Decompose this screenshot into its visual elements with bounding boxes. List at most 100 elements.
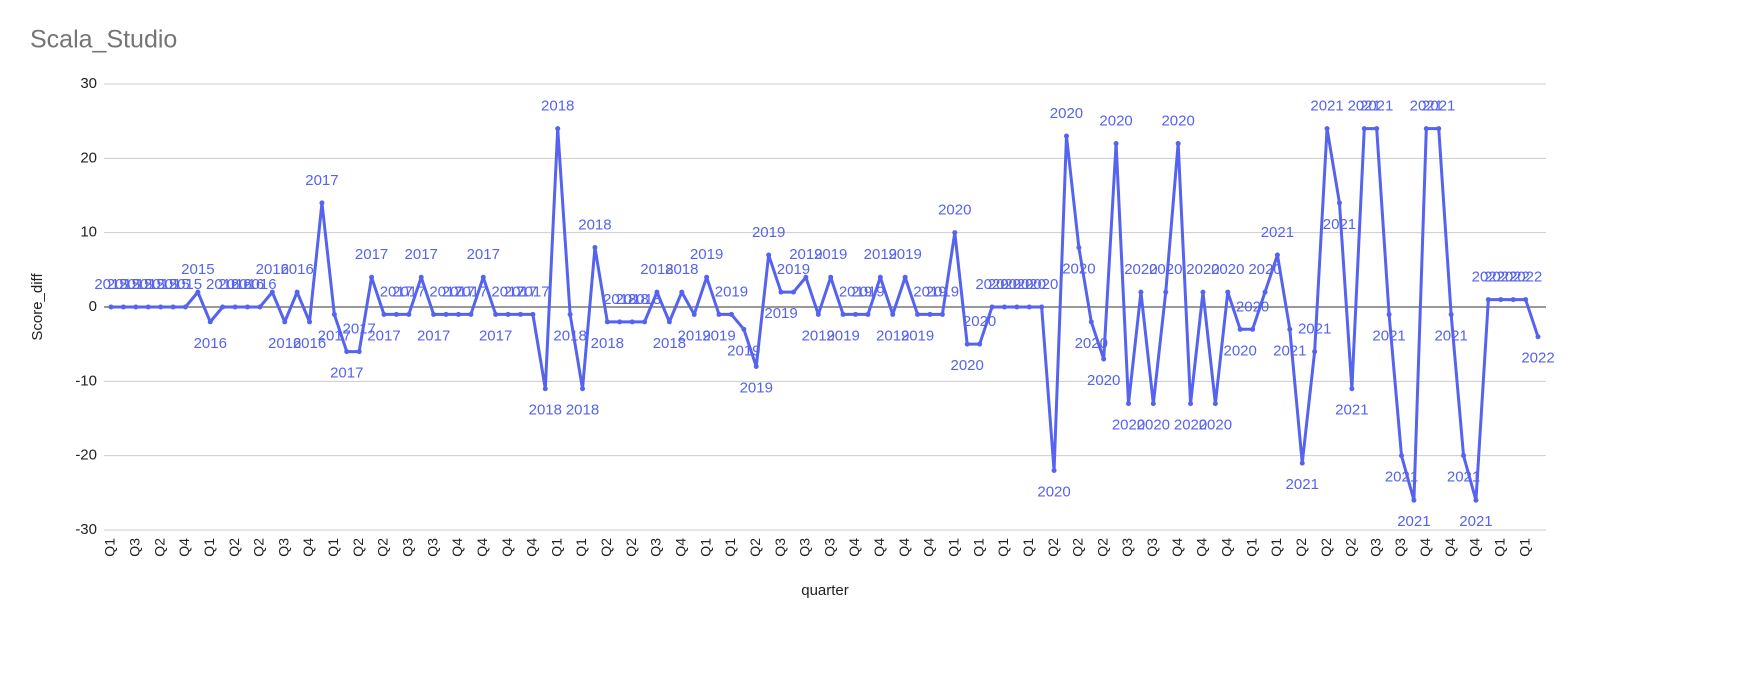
point: [207, 319, 213, 325]
x-tick-label: Q2: [375, 538, 391, 557]
point: [319, 200, 325, 206]
point: [1150, 401, 1156, 407]
point-label: 2021: [1459, 513, 1492, 530]
point-label: 2016: [231, 276, 264, 293]
point: [617, 319, 623, 325]
point: [1287, 326, 1293, 332]
y-tick-label: 10: [80, 224, 97, 241]
x-tick-label: Q2: [1293, 538, 1309, 557]
point: [1188, 401, 1194, 407]
x-tick-label: Q4: [524, 538, 540, 557]
point: [1163, 289, 1169, 295]
point-label: 2020: [1211, 261, 1244, 278]
point-label: 2017: [380, 283, 413, 300]
point-label: 2020: [1236, 298, 1269, 315]
point: [927, 311, 933, 317]
point-label: 2021: [1372, 327, 1405, 344]
point: [1485, 297, 1491, 303]
point-label: 2021: [1286, 476, 1319, 493]
point: [555, 126, 561, 132]
point: [480, 274, 486, 280]
point-label: 2015: [181, 261, 214, 278]
x-tick-label: Q1: [697, 538, 713, 557]
point-label: 2022: [1521, 350, 1554, 367]
point: [1262, 289, 1268, 295]
x-tick-label: Q1: [1516, 538, 1532, 557]
point: [642, 319, 648, 325]
x-tick-label: Q4: [896, 538, 912, 557]
point-label: 2019: [727, 342, 760, 359]
point: [1113, 140, 1119, 146]
point-label: 2021: [1261, 224, 1294, 241]
point-label: 2019: [777, 261, 810, 278]
point: [1250, 326, 1256, 332]
x-tick-label: Q3: [275, 538, 291, 557]
point-label: 2017: [516, 283, 549, 300]
point-label: 2017: [442, 283, 475, 300]
point-label: 2021: [1385, 469, 1418, 486]
point: [170, 304, 176, 310]
point-label: 2019: [876, 327, 909, 344]
point-label: 2015: [107, 276, 140, 293]
point: [195, 289, 201, 295]
point-label: 2020: [1199, 417, 1232, 434]
point: [778, 289, 784, 295]
point: [1399, 453, 1405, 459]
point-label: 2018: [653, 335, 686, 352]
point: [220, 304, 226, 310]
point-label: 2018: [628, 291, 661, 308]
x-tick-label: Q1: [548, 538, 564, 557]
x-tick-label: Q2: [251, 538, 267, 557]
x-tick-label: Q2: [623, 538, 639, 557]
point: [493, 311, 499, 317]
point: [1312, 349, 1318, 355]
point: [145, 304, 151, 310]
point: [580, 386, 586, 392]
point-label: 2020: [1174, 417, 1207, 434]
y-tick-label: 0: [89, 298, 97, 315]
point: [505, 311, 511, 317]
point: [939, 311, 945, 317]
point: [865, 311, 871, 317]
point: [393, 311, 399, 317]
point-label: 2017: [318, 327, 351, 344]
x-tick-label: Q1: [970, 538, 986, 557]
point: [1411, 497, 1417, 503]
point-label: 2021: [1273, 342, 1306, 359]
point-label: 2021: [1434, 327, 1467, 344]
point-label: 2021: [1310, 98, 1343, 115]
point: [182, 304, 188, 310]
point-label: 2019: [702, 327, 735, 344]
point-label: 2017: [367, 327, 400, 344]
point: [666, 319, 672, 325]
point: [381, 311, 387, 317]
point: [307, 319, 313, 325]
point: [828, 274, 834, 280]
point: [232, 304, 238, 310]
point-label: 2016: [243, 276, 276, 293]
point-label: 2017: [330, 365, 363, 382]
point-label: 2019: [690, 246, 723, 263]
point: [133, 304, 139, 310]
x-tick-label: Q1: [1491, 538, 1507, 557]
x-tick-label: Q4: [1218, 538, 1234, 557]
y-tick-label: -20: [75, 447, 97, 464]
point: [728, 311, 734, 317]
point-label: 2021: [1360, 98, 1393, 115]
point: [1448, 311, 1454, 317]
point-label: 2020: [963, 313, 996, 330]
point: [108, 304, 114, 310]
point: [1088, 319, 1094, 325]
point-label: 2020: [1099, 112, 1132, 129]
point-label: 2017: [479, 327, 512, 344]
x-tick-label: Q2: [151, 538, 167, 557]
point: [691, 311, 697, 317]
point: [344, 349, 350, 355]
point: [331, 311, 337, 317]
point-label: 2020: [1149, 261, 1182, 278]
point-label: 2015: [144, 276, 177, 293]
point-label: 2017: [504, 283, 537, 300]
x-tick-label: Q4: [499, 538, 515, 557]
x-tick-label: Q2: [747, 538, 763, 557]
